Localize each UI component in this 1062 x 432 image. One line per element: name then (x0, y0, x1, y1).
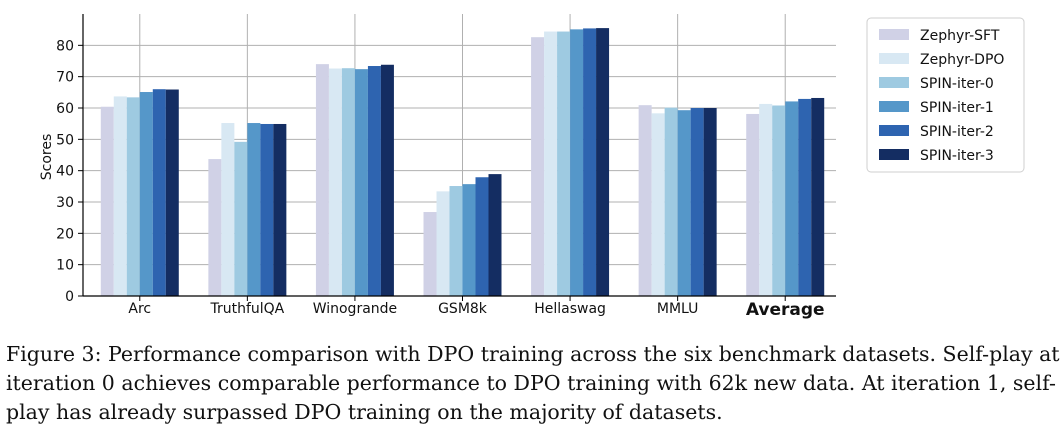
legend-label: Zephyr-SFT (920, 28, 1000, 44)
x-tick-label: Arc (128, 301, 151, 317)
bar-chart: 0 10 20 30 40 50 60 70 80 Arc TruthfulQA Winogrand… (39, 14, 1025, 320)
bar (315, 64, 329, 296)
bar (328, 68, 342, 297)
legend-label: SPIN-iter-2 (920, 124, 994, 140)
bar (596, 28, 610, 296)
bar (570, 29, 584, 296)
y-tick-label: 30 (56, 195, 74, 211)
legend-label: SPIN-iter-1 (920, 100, 994, 116)
bar (449, 186, 463, 296)
bar (273, 123, 287, 296)
y-ticks: 0 10 20 30 40 50 60 70 80 (56, 38, 83, 305)
bar (811, 97, 825, 297)
y-axis-label: Scores (39, 134, 55, 181)
x-tick-label: GSM8k (438, 301, 488, 317)
bar (152, 89, 166, 296)
bar (785, 101, 799, 296)
bar (488, 174, 502, 296)
figure-caption: Figure 3: Performance comparison with DP… (6, 342, 1060, 424)
bar (208, 159, 222, 296)
bar (247, 123, 261, 296)
bar (165, 89, 179, 296)
bar (380, 64, 394, 296)
bar (354, 69, 368, 296)
bar (139, 92, 153, 297)
bar (677, 110, 691, 297)
bar (100, 106, 114, 296)
legend-label: SPIN-iter-3 (920, 148, 994, 164)
bar (221, 123, 235, 296)
legend-swatch (879, 29, 909, 40)
bars (100, 28, 825, 297)
bar (583, 28, 597, 297)
y-tick-label: 80 (56, 38, 74, 54)
legend-label: Zephyr-DPO (920, 52, 1004, 68)
y-tick-label: 20 (56, 226, 74, 242)
legend-swatch (879, 53, 909, 64)
bar (260, 123, 274, 296)
bar (423, 212, 437, 296)
bar (557, 31, 571, 297)
bar (126, 97, 140, 296)
axes (82, 14, 836, 297)
y-tick-label: 0 (65, 289, 74, 305)
bar (759, 103, 773, 296)
x-tick-label: Winogrande (313, 301, 397, 317)
bar (475, 177, 489, 296)
bar (367, 66, 381, 296)
y-tick-label: 60 (56, 101, 74, 117)
y-tick-label: 40 (56, 164, 74, 180)
legend-swatch (879, 101, 909, 112)
x-tick-label: MMLU (657, 301, 699, 317)
legend-label: SPIN-iter-0 (920, 76, 994, 92)
bar (690, 108, 704, 296)
bar (113, 96, 127, 296)
bar (544, 31, 558, 297)
x-tick-labels: Arc TruthfulQA Winogrande GSM8k Hellaswag MML… (128, 296, 825, 320)
bar (664, 107, 678, 296)
bar (436, 191, 450, 296)
legend-swatch (879, 77, 909, 88)
legend-swatch (879, 149, 909, 160)
x-tick-label: Hellaswag (534, 301, 606, 317)
bar (234, 141, 248, 296)
bar (341, 68, 355, 296)
x-tick-label: Average (746, 300, 825, 320)
y-tick-label: 10 (56, 258, 74, 274)
bar (798, 98, 812, 296)
y-tick-label: 50 (56, 132, 74, 148)
bar (638, 105, 652, 297)
bar (651, 113, 665, 297)
legend: Zephyr-SFT Zephyr-DPO SPIN-iter-0 SPIN-iter… (866, 17, 1025, 173)
bar (462, 184, 476, 296)
bar (531, 37, 545, 296)
x-tick-label: TruthfulQA (209, 301, 284, 317)
legend-swatch (879, 125, 909, 136)
bar (746, 113, 760, 296)
bar (703, 108, 717, 296)
y-tick-label: 70 (56, 70, 74, 86)
bar (772, 105, 786, 296)
